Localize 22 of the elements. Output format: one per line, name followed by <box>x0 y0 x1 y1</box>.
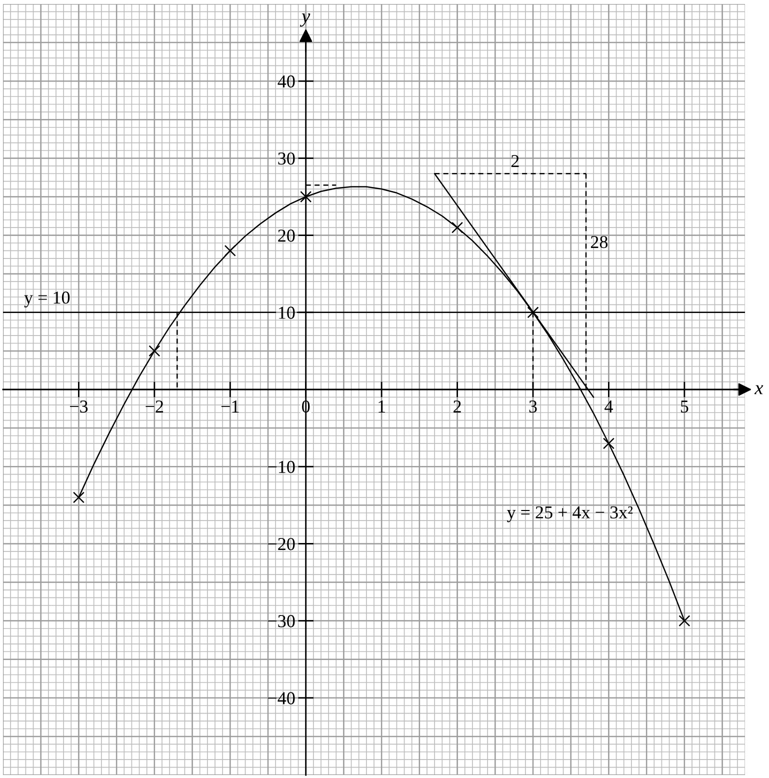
x-tick-label: 4 <box>604 400 613 412</box>
x-tick-label: 5 <box>680 400 688 413</box>
x-axis-title: x <box>754 385 764 394</box>
ref-line-label: y = 10 <box>24 291 70 308</box>
x-tick-label: 1 <box>378 400 385 412</box>
annotation: 2 <box>511 155 519 167</box>
y-tick-label: −10 <box>268 460 295 474</box>
x-tick-label: −3 <box>70 400 88 413</box>
annotation: 28 <box>590 236 608 248</box>
y-axis-title: y <box>300 14 310 27</box>
x-tick-label: −2 <box>146 400 164 412</box>
y-tick-label: 40 <box>278 75 295 88</box>
series-label: y = 25 + 4x − 3x² <box>506 506 633 522</box>
y-tick-label: −30 <box>268 615 295 628</box>
y-tick-label: 20 <box>278 230 295 242</box>
x-tick-label: 3 <box>529 400 537 413</box>
y-tick-label: 10 <box>278 306 295 319</box>
x-tick-label: −1 <box>221 400 239 412</box>
y-tick-label: 30 <box>278 152 295 165</box>
y-tick-label: −40 <box>268 692 295 704</box>
x-tick-label: 2 <box>454 400 461 412</box>
y-tick-label: −20 <box>268 538 295 550</box>
